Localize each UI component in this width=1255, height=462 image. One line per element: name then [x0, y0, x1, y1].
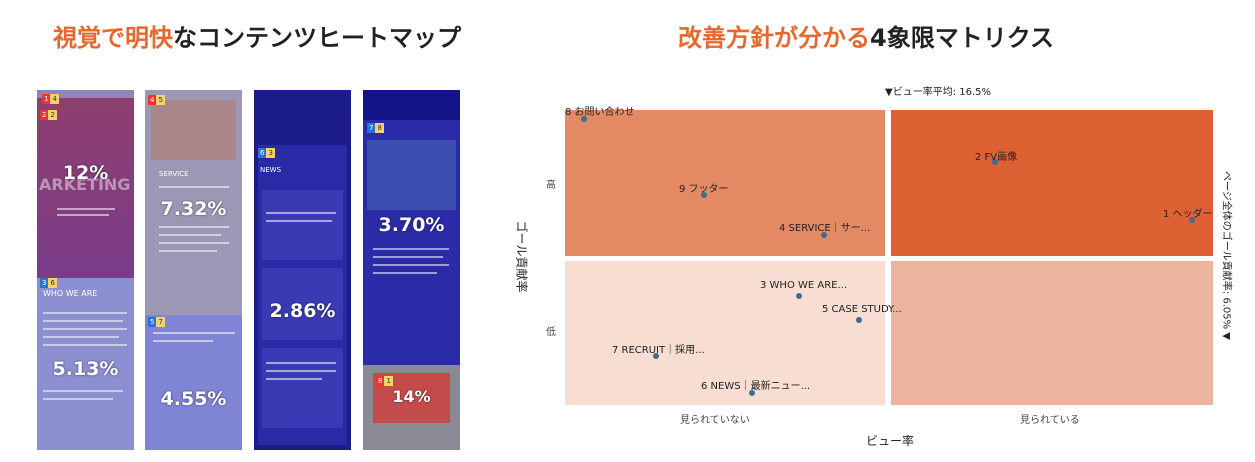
heat-percent-recruit: 3.70%: [378, 214, 445, 236]
matrix-heading-rest: 4象限マトリクス: [870, 24, 1054, 52]
matrix-point: [992, 159, 998, 165]
text-line: [43, 390, 123, 392]
text-line: [159, 186, 229, 188]
matrix-heading-accent: 改善方針が分かる: [678, 24, 870, 52]
fv-image-text: ARKETING: [39, 175, 131, 194]
heatmap-heading: 視覚で明快なコンテンツヒートマップ: [53, 18, 461, 53]
matrix-point-label: 6 NEWS｜最新ニュー...: [701, 381, 811, 392]
quadrant-top-left: [565, 110, 885, 256]
text-line: [266, 370, 336, 372]
text-line: [43, 312, 127, 314]
text-line: [43, 398, 113, 400]
y-average-label: ページ全体のゴール貢献率: 6.05% ▼: [1220, 171, 1232, 340]
text-line: [159, 234, 221, 236]
text-line: [153, 332, 235, 334]
matrix-point: [749, 390, 755, 396]
text-line: [43, 344, 127, 346]
heatmap-heading-accent: 視覚で明快: [53, 24, 173, 52]
text-line: [43, 328, 127, 330]
x-average-label: ▼ビュー率平均: 16.5%: [885, 87, 992, 98]
text-line: [266, 220, 332, 222]
text-line: [373, 264, 449, 266]
matrix-point: [856, 317, 862, 323]
service-photo: [151, 100, 236, 160]
matrix-point-label: 4 SERVICE｜サー...: [779, 223, 871, 234]
quadrant-top-right: [891, 110, 1213, 256]
text-line: [57, 208, 115, 210]
service-title: SERVICE: [159, 170, 189, 178]
news-title: NEWS: [260, 166, 282, 174]
text-line: [266, 362, 336, 364]
text-line: [43, 336, 119, 338]
news-card-1: [262, 190, 343, 260]
heatmap-heading-rest: なコンテンツヒートマップ: [173, 24, 461, 52]
matrix-point-label: 2 FV画像: [975, 152, 1018, 163]
heat-percent-service: 7.32%: [160, 198, 227, 220]
quadrant-bottom-left: [565, 261, 885, 405]
text-line: [373, 272, 437, 274]
x-high-label: 見られている: [1020, 415, 1080, 426]
heat-zone-who: [37, 278, 134, 450]
matrix-point-label: 5 CASE STUDY...: [822, 304, 902, 315]
text-line: [159, 242, 229, 244]
matrix-heading: 改善方針が分かる4象限マトリクス: [678, 18, 1054, 53]
matrix-point: [796, 293, 802, 299]
matrix-point: [701, 192, 707, 198]
heat-percent-case: 4.55%: [160, 388, 227, 410]
text-line: [266, 212, 336, 214]
text-line: [159, 250, 217, 252]
who-we-are-title: WHO WE ARE: [43, 289, 98, 298]
recruit-photo: [367, 140, 456, 210]
quadrant-matrix: ▼ビュー率平均: 16.5% 高 低 ゴール貢献率 ページ全体のゴール貢献率: …: [515, 80, 1255, 462]
matrix-point: [821, 232, 827, 238]
heat-percent-fv: 12%: [62, 162, 109, 184]
matrix-point: [653, 353, 659, 359]
matrix-point-label: 7 RECRUIT｜採用...: [612, 345, 705, 356]
news-card-3: [262, 348, 343, 428]
x-low-label: 見られていない: [680, 415, 750, 426]
text-line: [373, 248, 449, 250]
text-line: [43, 320, 123, 322]
heat-percent-contact: 14%: [392, 387, 431, 406]
y-low-label: 低: [546, 327, 556, 338]
text-line: [373, 256, 443, 258]
y-high-label: 高: [546, 180, 556, 191]
matrix-point-label: 3 WHO WE ARE...: [760, 280, 848, 291]
x-axis-title: ビュー率: [866, 434, 915, 448]
heat-zone-case: [145, 315, 242, 450]
text-line: [266, 378, 322, 380]
matrix-point-label: 8 お問い合わせ: [565, 107, 635, 118]
heat-zone-header: [37, 90, 134, 98]
matrix-point-label: 9 フッター: [679, 184, 729, 195]
matrix-point-label: 1 ヘッダー: [1163, 209, 1213, 220]
heat-percent-news: 2.86%: [269, 300, 336, 322]
text-line: [57, 214, 109, 216]
text-line: [153, 340, 213, 342]
y-axis-title: ゴール貢献率: [514, 220, 529, 293]
quadrant-bottom-right: [891, 261, 1213, 405]
text-line: [159, 226, 229, 228]
news-card-2: [262, 268, 343, 340]
heat-percent-who: 5.13%: [52, 358, 119, 380]
heat-zone-fv: [37, 98, 134, 278]
matrix-point: [581, 116, 587, 122]
matrix-point: [1189, 217, 1195, 223]
